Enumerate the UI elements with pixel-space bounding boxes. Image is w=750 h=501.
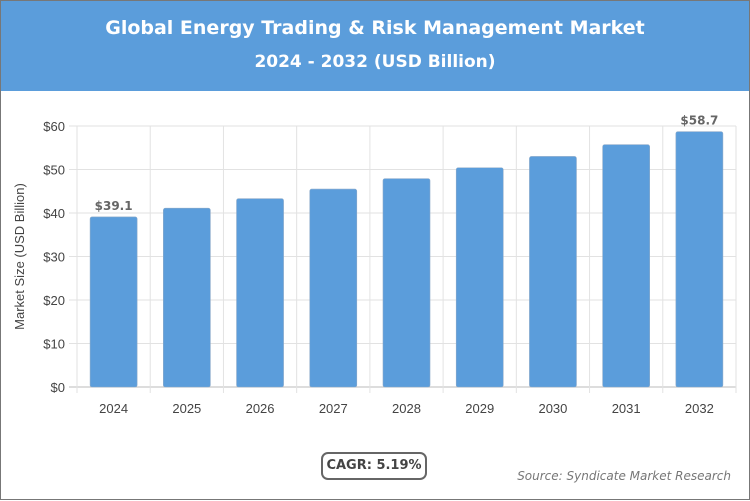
x-tick-label: 2025 <box>172 401 201 416</box>
y-tick-label: $50 <box>43 163 65 178</box>
bar-2027 <box>309 188 358 388</box>
x-tick-label: 2028 <box>392 401 421 416</box>
chart-title: Global Energy Trading & Risk Management … <box>105 17 645 39</box>
cagr-badge: CAGR: 5.19% <box>321 452 427 480</box>
x-tick-label: 2029 <box>465 401 494 416</box>
y-tick-label: $20 <box>43 293 65 308</box>
bar-2031 <box>602 144 650 388</box>
chart-header: Global Energy Trading & Risk Management … <box>1 1 749 91</box>
x-tick-label: 2030 <box>538 401 567 416</box>
bar-2024 <box>89 216 138 388</box>
y-tick-label: $60 <box>43 119 65 134</box>
x-tick-label: 2026 <box>246 401 275 416</box>
y-tick-label: $30 <box>43 250 65 265</box>
x-tick-label: 2032 <box>685 401 714 416</box>
bar-2025 <box>163 207 211 388</box>
y-axis-label: Market Size (USD Billion) <box>12 183 27 330</box>
chart-subtitle: 2024 - 2032 (USD Billion) <box>254 52 496 72</box>
data-label: $39.1 <box>95 199 133 213</box>
bar-2030 <box>529 156 577 388</box>
x-tick-label: 2031 <box>612 401 641 416</box>
bar-2028 <box>382 178 431 388</box>
x-tick-label: 2027 <box>319 401 348 416</box>
source-note: Source: Syndicate Market Research <box>517 469 731 483</box>
y-tick-label: $10 <box>43 337 65 352</box>
y-tick-label: $0 <box>51 380 65 395</box>
bar-2026 <box>236 198 284 388</box>
bar-2032 <box>675 131 724 388</box>
x-tick-label: 2024 <box>99 401 128 416</box>
bar-2029 <box>455 167 504 388</box>
data-label: $58.7 <box>680 114 718 128</box>
y-tick-label: $40 <box>43 206 65 221</box>
